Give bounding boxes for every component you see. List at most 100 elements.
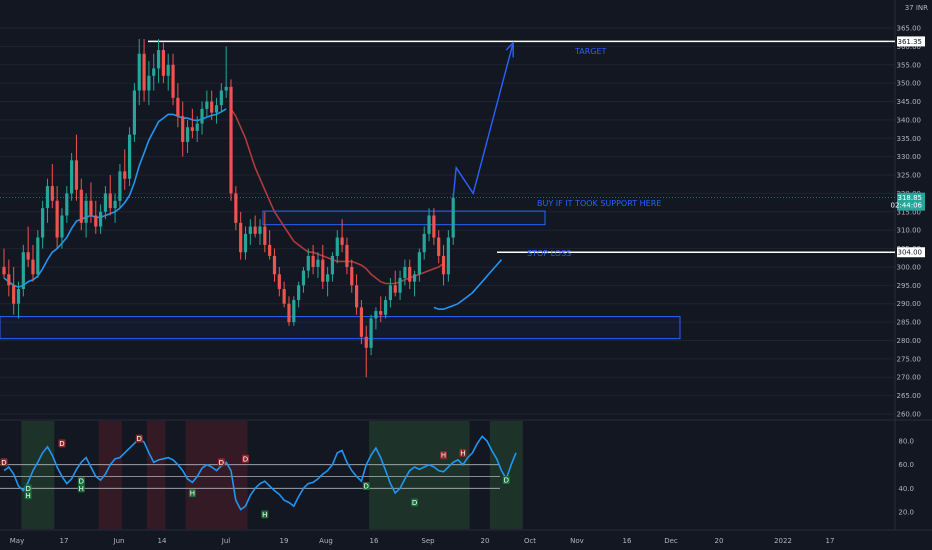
signal-label: D	[504, 477, 509, 485]
candle-body	[272, 255, 277, 275]
signal-label: H	[79, 485, 84, 493]
time-tick-label: Jun	[113, 537, 125, 545]
signal-badge	[502, 476, 510, 485]
candle-body	[335, 237, 339, 256]
candle-body	[403, 266, 407, 278]
indicator-tick-label: 80.0	[898, 438, 914, 446]
price-tick-label: 325.00	[897, 172, 922, 180]
signal-label: D	[219, 459, 224, 467]
rsi-line	[3, 435, 517, 511]
candle-body	[248, 226, 252, 234]
candle-body	[258, 226, 262, 234]
price-tick-label: 270.00	[897, 374, 922, 382]
last-price-tag-countdown: 02:44:06	[891, 202, 923, 210]
price-axis[interactable]: 37 INR 260.00 265.00 270.00 275.00 280.00 285.…	[897, 4, 929, 517]
bullish-zone	[21, 421, 55, 529]
signal-label: D	[412, 499, 417, 507]
forecast-path[interactable]	[452, 40, 514, 198]
candle-body	[99, 211, 103, 227]
candle-body	[311, 255, 315, 267]
price-tick-label: 275.00	[897, 355, 922, 363]
signal-badge	[0, 458, 8, 467]
forecast-arrowhead	[505, 40, 514, 58]
candle-body	[12, 285, 16, 304]
bearish-zone	[185, 421, 248, 529]
time-tick-label: 16	[370, 537, 379, 545]
candle-body	[437, 237, 441, 256]
signal-label: H	[190, 490, 195, 498]
candle-body	[2, 266, 6, 275]
candle-body	[412, 274, 417, 282]
candle-body	[359, 307, 364, 337]
signal-label: D	[79, 478, 84, 486]
candle-body	[277, 274, 281, 290]
candle-body	[142, 53, 146, 91]
candle-body	[50, 186, 54, 201]
buy-annotation: BUY IF IT TOOK SUPPORT HERE	[537, 199, 661, 208]
stop-loss-price-tag-bg	[897, 247, 925, 258]
candle-body	[60, 215, 64, 238]
time-tick-label: Nov	[570, 537, 584, 545]
candle-body	[364, 336, 368, 348]
price-levels[interactable]	[0, 40, 895, 253]
candle-body	[297, 285, 301, 301]
candle-body	[176, 97, 180, 117]
candle-body	[427, 215, 431, 234]
bullish-zone	[369, 421, 470, 529]
price-tick-label: 330.00	[897, 153, 922, 161]
support-zone-lower	[0, 316, 681, 340]
target-price-tag-bg	[897, 36, 925, 47]
candle-body	[268, 244, 272, 256]
bearish-zone	[146, 421, 166, 529]
price-tick-label: 315.00	[897, 208, 922, 216]
signal-badge	[135, 434, 143, 443]
candle-body	[36, 237, 40, 275]
candle-body	[156, 50, 161, 69]
candle-body	[398, 277, 402, 293]
candle-body	[441, 255, 446, 275]
indicator-tick-label: 60.0	[898, 461, 914, 469]
bullish-zone	[489, 421, 523, 529]
signal-badge	[459, 448, 467, 457]
time-tick-label: Aug	[319, 537, 333, 545]
candle-body	[166, 64, 170, 76]
candle-body	[70, 160, 74, 194]
candle-body	[161, 50, 165, 76]
signal-badge	[440, 451, 448, 460]
candle-body	[118, 171, 122, 201]
candle-body	[200, 108, 204, 124]
time-tick-label: 14	[158, 537, 167, 545]
candle-body	[229, 86, 233, 194]
candle-body	[417, 252, 421, 275]
signal-label: D	[364, 482, 369, 490]
signal-badge	[217, 458, 225, 467]
support-zone-upper	[262, 210, 546, 226]
target-price-tag: 361.35	[898, 38, 923, 46]
signal-label: D	[25, 485, 30, 493]
signal-badge	[24, 484, 32, 493]
price-tick-label: 280.00	[897, 337, 922, 345]
price-tick-label: 355.00	[897, 61, 922, 69]
price-tick-label: 340.00	[897, 116, 922, 124]
signal-label: D	[1, 459, 6, 467]
candle-body	[16, 289, 21, 304]
candle-body	[210, 101, 214, 113]
candle-body	[190, 127, 194, 131]
candle-body	[45, 186, 50, 209]
price-tick-label: 260.00	[897, 411, 922, 419]
candle-body	[301, 270, 306, 286]
support-zones	[0, 210, 681, 340]
candle-body	[74, 160, 79, 190]
candle-body	[224, 86, 228, 91]
candle-body	[321, 259, 325, 282]
candle-body	[326, 274, 330, 282]
candle-body	[369, 318, 373, 348]
time-axis[interactable]: May 17 Jun 14 Jul 19 Aug 16 Sep 20 Oct Nov 16 Dec 20 20…	[10, 537, 835, 545]
price-tick-label: 310.00	[897, 227, 922, 235]
signal-label: H	[441, 452, 446, 460]
indicator-tick-label: 20.0	[898, 509, 914, 517]
candle-body	[446, 237, 450, 275]
price-tick-label: 350.00	[897, 80, 922, 88]
